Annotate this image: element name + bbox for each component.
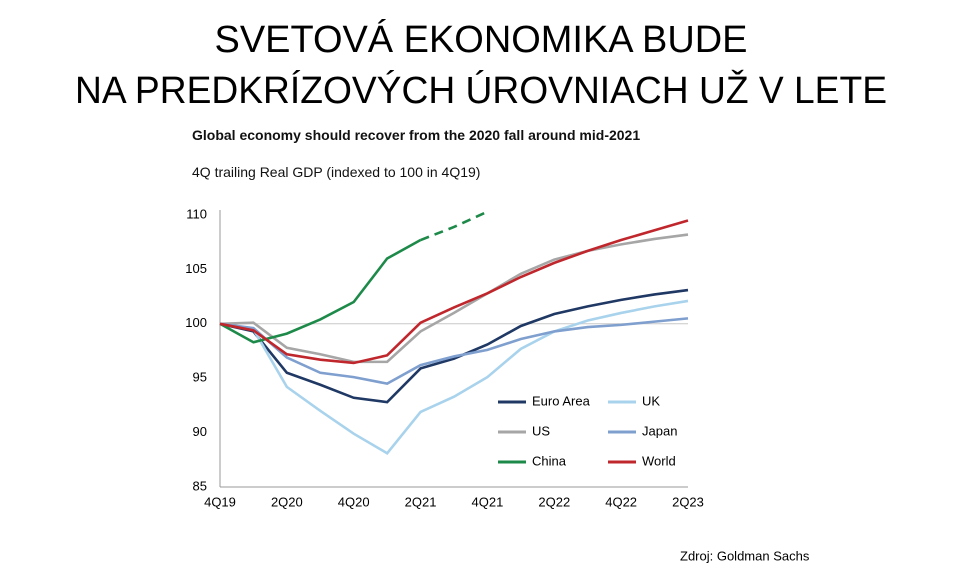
legend-label: UK [642,393,660,408]
chart-title: Global economy should recover from the 2… [192,127,641,143]
y-tick-label: 110 [186,206,207,221]
line-series [219,288,689,404]
legend-label: World [642,453,676,468]
source: Zdroj: Goldman Sachs [680,548,810,563]
chart-subtitle: 4Q trailing Real GDP (indexed to 100 in … [192,164,481,180]
legend-label: China [532,453,567,468]
x-tick-label: 4Q21 [472,494,504,509]
legend-label: US [532,423,550,438]
slide-title: NA PREDKRÍZOVÝCH ÚROVNIACH UŽ V LETE [75,69,887,112]
x-tick-label: 2Q21 [405,494,437,509]
slide-title: SVETOVÁ EKONOMIKA BUDE [215,18,748,61]
line-series [219,238,422,344]
y-tick-label: 85 [193,478,207,493]
x-tick-label: 2Q23 [672,494,704,509]
line-series [219,299,689,455]
y-tick-label: 95 [193,370,207,385]
x-tick-label: 4Q19 [204,494,236,509]
y-tick-label: 105 [185,261,207,276]
x-tick-label: 4Q20 [338,494,370,509]
x-tick-label: 2Q20 [271,494,303,509]
line-series [219,219,689,365]
x-tick-label: 4Q22 [605,494,637,509]
x-tick-label: 2Q22 [538,494,570,509]
line-series [219,317,689,386]
legend-label: Japan [642,423,677,438]
line-series [420,210,488,242]
y-tick-label: 100 [185,315,207,330]
line-series [219,233,689,364]
y-tick-label: 90 [193,424,207,439]
legend-label: Euro Area [532,393,591,408]
